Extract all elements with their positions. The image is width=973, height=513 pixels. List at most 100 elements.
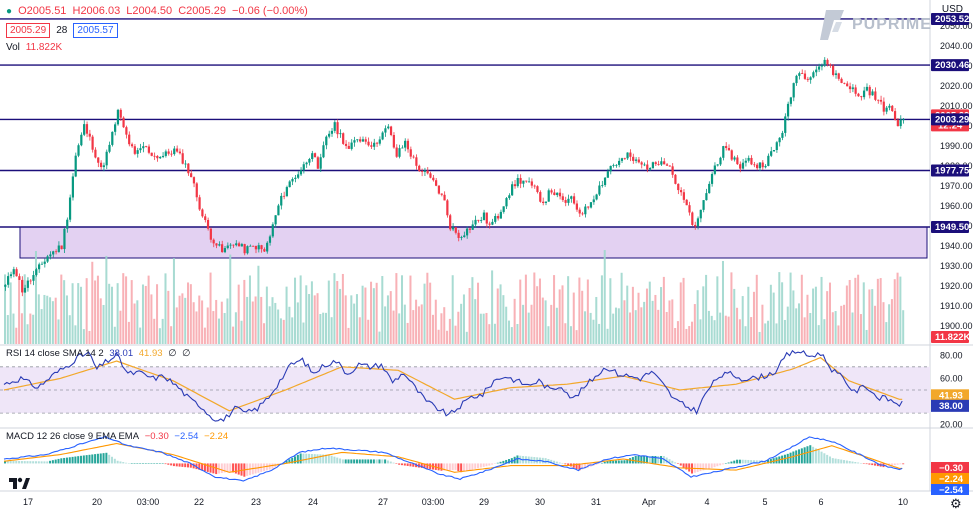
volume-bar <box>127 321 130 344</box>
candle-body <box>52 251 55 255</box>
settings-gear-icon[interactable]: ⚙ <box>950 496 962 511</box>
macd-hist-bar <box>333 456 336 464</box>
macd-hist-bar <box>85 455 88 464</box>
candle-body <box>685 199 688 206</box>
macd-hist-bar <box>386 460 389 464</box>
volume-bar <box>172 258 175 344</box>
macd-hist-bar <box>175 463 178 467</box>
macd-hist-bar <box>502 460 505 464</box>
volume-bar <box>775 323 778 344</box>
volume-bar <box>339 288 342 344</box>
macd-hist-bar <box>355 459 358 464</box>
volume-bar <box>139 327 142 344</box>
tradingview-logo-icon[interactable] <box>8 476 30 494</box>
macd-hist-bar <box>412 463 415 467</box>
volume-bar <box>130 280 133 344</box>
macd-hist-bar <box>108 454 111 464</box>
macd-hist-bar <box>899 463 902 465</box>
candle-body <box>313 153 317 158</box>
candle-body <box>257 245 260 250</box>
candle-body <box>854 87 857 94</box>
macd-hist-bar <box>113 458 116 464</box>
macd-hist-bar <box>116 460 119 464</box>
candle-body <box>708 183 711 194</box>
candle-body <box>482 212 486 221</box>
candle-body <box>80 134 83 146</box>
buy-price-button[interactable]: 2005.57 <box>73 23 118 38</box>
macd-hist-bar <box>347 459 350 464</box>
macd-hist-bar <box>32 461 35 464</box>
candle-body <box>679 190 683 193</box>
volume-bar <box>350 295 353 344</box>
macd-hist-bar <box>555 461 558 464</box>
volume-bar <box>496 288 499 344</box>
candle-body <box>837 73 840 79</box>
candle-body <box>116 109 120 125</box>
time-tick-label: 6 <box>818 497 823 507</box>
volume-bar <box>313 295 316 344</box>
volume-bar <box>403 304 406 344</box>
macd-hist-bar <box>6 460 9 464</box>
rsi-line <box>3 349 903 422</box>
volume-bar <box>752 291 755 344</box>
macd-hist-bar <box>820 451 823 464</box>
macd-hist-bar <box>474 463 477 469</box>
candle-body <box>764 165 767 168</box>
macd-hist-bar <box>361 459 364 464</box>
macd-value-tag-bg <box>931 484 969 495</box>
candle-body <box>68 197 72 220</box>
macd-hist-bar <box>285 460 288 464</box>
volume-bar <box>153 318 156 344</box>
volume-bar <box>584 311 587 344</box>
macd-hist-bar <box>544 458 547 464</box>
volume-bar <box>544 300 547 344</box>
open-value: O2005.51 <box>18 5 67 17</box>
candle-body <box>457 232 460 238</box>
macd-hist-bar <box>358 459 361 464</box>
candle-body <box>398 148 401 157</box>
volume-bar <box>102 304 105 344</box>
volume-bar <box>657 309 660 344</box>
macd-hist-bar <box>105 452 108 464</box>
volume-bar <box>355 294 358 344</box>
volume-bar <box>448 318 451 344</box>
volume-bar <box>285 286 288 344</box>
volume-bar <box>49 297 52 344</box>
candle-body <box>181 153 184 164</box>
macd-hist-bar <box>795 450 798 464</box>
macd-hist-bar <box>800 448 803 464</box>
volume-bar <box>406 322 409 344</box>
volume-bar <box>662 276 665 344</box>
volume-bar <box>201 300 204 344</box>
sell-price-button[interactable]: 2005.29 <box>6 23 51 38</box>
volume-bar <box>634 310 637 344</box>
time-tick-label: 20 <box>92 497 102 507</box>
macd-hist-bar <box>564 463 567 465</box>
candle-body <box>221 244 224 253</box>
volume-bar <box>184 297 187 344</box>
candle-body <box>460 237 463 238</box>
volume-bar <box>150 294 153 344</box>
macd-hist-bar <box>558 462 561 464</box>
volume-bar <box>195 311 198 344</box>
macd-value: −2.54 <box>174 431 199 442</box>
candle-body <box>527 181 531 183</box>
volume-bar <box>660 287 663 344</box>
volume-bar <box>564 323 567 344</box>
macd-hist-bar <box>682 463 685 468</box>
macd-hist-bar <box>127 463 130 464</box>
macd-hist-bar <box>550 459 553 464</box>
candle-body <box>471 224 474 230</box>
macd-hist-bar <box>406 463 409 466</box>
candle-body <box>77 145 80 156</box>
volume-bar <box>367 319 370 344</box>
volume-bar <box>375 282 378 344</box>
candle-body <box>404 140 407 148</box>
volume-bar <box>288 306 291 344</box>
volume-bar <box>6 315 9 344</box>
candle-body <box>848 86 852 90</box>
candle-body <box>18 276 21 280</box>
price-tag-bg <box>931 59 969 72</box>
macd-hist-bar <box>54 459 57 464</box>
